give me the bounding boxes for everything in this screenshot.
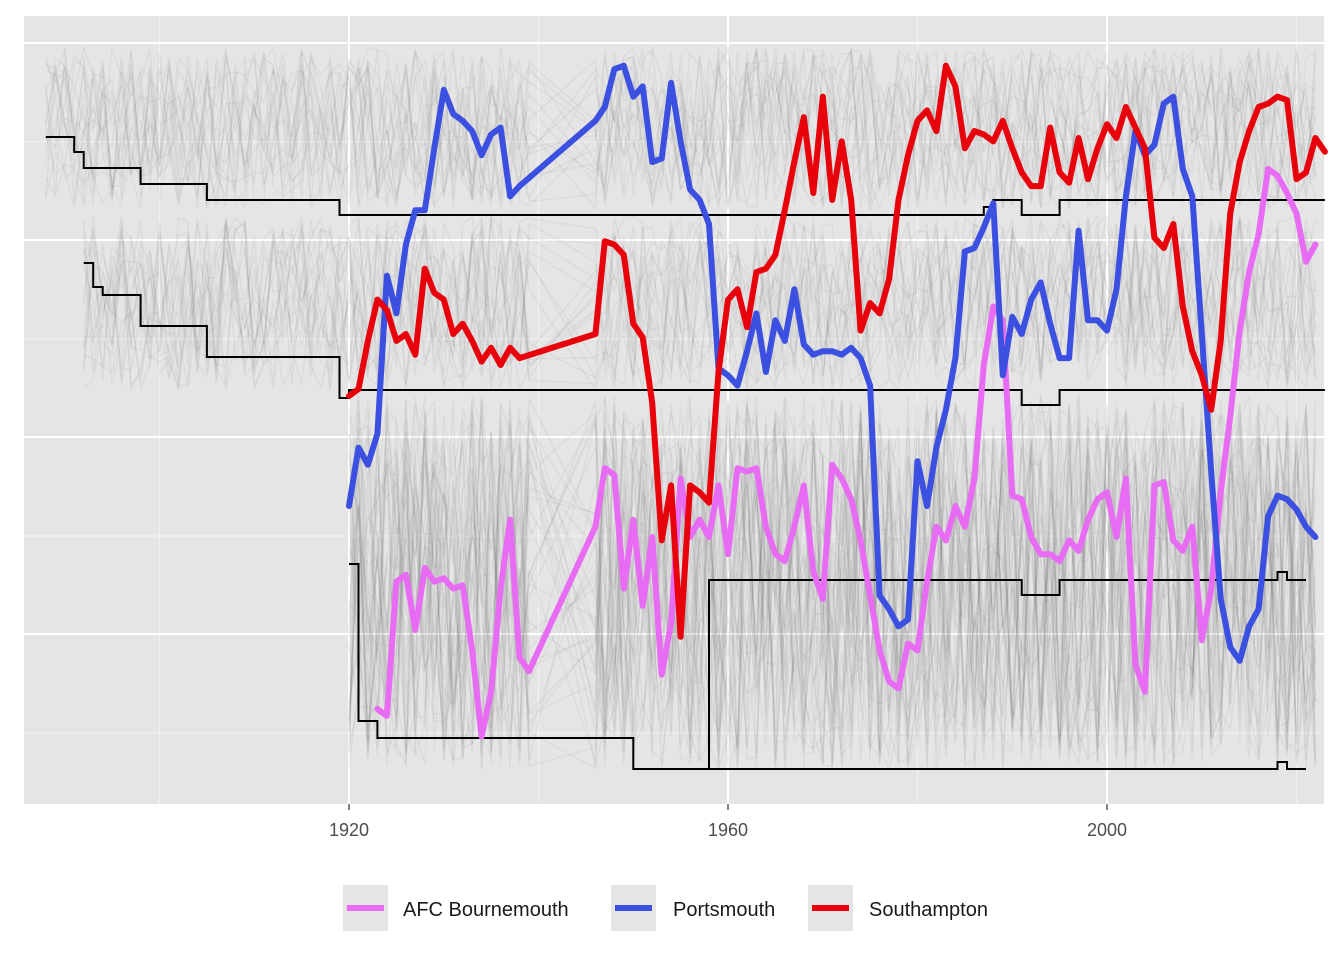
background-club-line	[348, 395, 1317, 772]
background-club-line	[45, 46, 1317, 209]
background-club-line	[45, 47, 1317, 210]
background-club-line	[83, 216, 1317, 389]
background-club-line	[348, 395, 1316, 757]
legend-label: Portsmouth	[673, 899, 775, 921]
background-club-line	[45, 48, 1317, 209]
series-line-southampton	[346, 62, 1328, 640]
background-club-line	[348, 396, 1317, 770]
background-club-line	[348, 396, 1317, 770]
legend-label: AFC Bournemouth	[403, 899, 569, 921]
background-club-line	[348, 395, 1317, 767]
background-club-line	[45, 47, 1317, 209]
background-club-line	[348, 395, 1317, 762]
background-club-line	[45, 47, 1317, 210]
background-club-line	[82, 215, 1317, 389]
background-club-line	[348, 403, 1316, 762]
x-tick-label: 2000	[1087, 820, 1127, 840]
series-line-portsmouth	[346, 62, 1319, 664]
background-club-line	[82, 216, 1317, 389]
background-club-line	[45, 48, 1316, 210]
background-club-line	[348, 395, 1317, 767]
background-club-line	[348, 396, 1317, 771]
background-club-line	[348, 395, 1317, 770]
background-club-line	[45, 48, 1317, 209]
background-club-line	[348, 403, 1317, 768]
legend-label: Southampton	[869, 899, 988, 921]
background-club-line	[348, 402, 1317, 769]
x-tick-label: 1960	[708, 820, 748, 840]
background-club-line	[348, 399, 1317, 762]
background-club-line	[45, 45, 1317, 212]
division-boundary-line	[45, 136, 1325, 216]
background-club-line	[83, 214, 1317, 383]
grid-major	[24, 16, 1324, 804]
x-axis: 1920 1960 2000	[329, 804, 1127, 840]
background-club-line	[45, 49, 1317, 210]
background-club-line	[45, 48, 1316, 208]
background-club-line	[82, 218, 1317, 389]
background-club-line	[82, 216, 1317, 390]
legend: AFC Bournemouth Portsmouth Southampton	[343, 885, 988, 931]
background-club-line	[348, 401, 1317, 763]
background-club-line	[348, 403, 1317, 769]
series-lines	[346, 62, 1328, 740]
x-tick-label: 1920	[329, 820, 369, 840]
background-club-line	[348, 397, 1317, 771]
background-club-line	[45, 47, 1317, 211]
background-club-line	[45, 46, 1317, 210]
background-club-line	[348, 396, 1317, 761]
background-club-line	[83, 215, 1316, 389]
division-boundary-line	[83, 262, 1325, 406]
background-club-line	[348, 397, 1317, 764]
background-club-line	[83, 215, 1317, 391]
division-boundary-line	[709, 761, 1306, 770]
background-club-line	[45, 48, 1316, 208]
series-line-afc-bournemouth	[374, 165, 1319, 740]
background-club-line	[348, 405, 1317, 769]
background-club-line	[348, 397, 1317, 768]
background-club-line	[45, 46, 1316, 209]
background-club-line	[348, 400, 1317, 770]
background-club-line	[45, 48, 1317, 211]
background-club-line	[45, 47, 1317, 211]
